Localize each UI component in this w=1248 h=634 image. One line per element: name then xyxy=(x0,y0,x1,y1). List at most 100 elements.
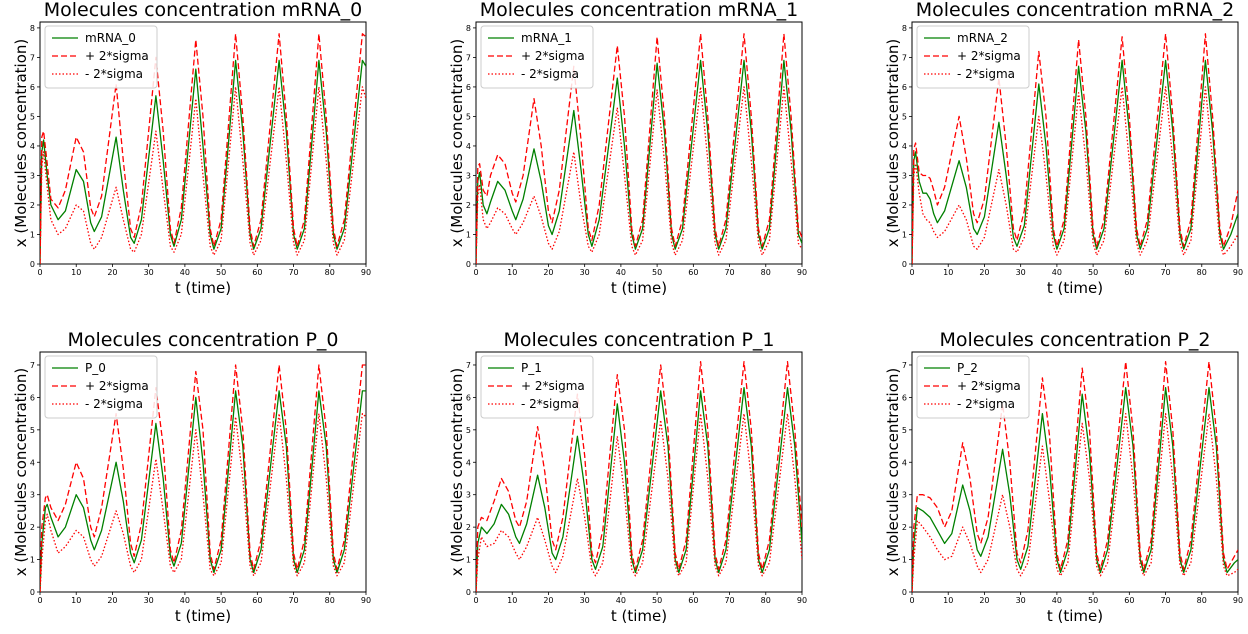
chart-panel: 0 10 20 30 40 50 60 70 80 90 0 1 2 3 4 5 6 7 Molecules con… xyxy=(448,329,807,625)
x-tick-label: 20 xyxy=(107,268,117,277)
y-tick-label: 7 xyxy=(466,361,471,370)
legend-label: mRNA_0 xyxy=(85,31,136,45)
series-line xyxy=(476,59,802,264)
x-axis-label: t (time) xyxy=(1047,279,1103,297)
y-tick-label: 6 xyxy=(466,83,471,92)
x-tick-label: 20 xyxy=(979,596,989,605)
legend-label: - 2*sigma xyxy=(521,397,579,411)
legend-label: + 2*sigma xyxy=(85,49,149,63)
x-axis-label: t (time) xyxy=(611,279,667,297)
legend-box xyxy=(916,355,1030,419)
y-tick-label: 1 xyxy=(466,230,471,239)
legend-label: - 2*sigma xyxy=(521,67,579,81)
legend-box xyxy=(480,25,594,89)
y-tick-label: 6 xyxy=(466,393,471,402)
y-tick-label: 2 xyxy=(902,523,907,532)
x-tick-label: 40 xyxy=(180,268,190,277)
x-tick-label: 80 xyxy=(1197,268,1207,277)
y-tick-label: 5 xyxy=(902,426,907,435)
legend-label: + 2*sigma xyxy=(521,379,585,393)
x-tick-label: 20 xyxy=(543,596,553,605)
x-tick-label: 0 xyxy=(37,268,42,277)
y-tick-label: 3 xyxy=(466,491,471,500)
y-tick-label: 1 xyxy=(902,556,907,565)
x-tick-label: 50 xyxy=(652,268,662,277)
y-tick-label: 2 xyxy=(466,523,471,532)
legend-label: + 2*sigma xyxy=(957,379,1021,393)
legend-label: + 2*sigma xyxy=(85,379,149,393)
legend-label: P_1 xyxy=(521,361,542,375)
series-line xyxy=(40,59,366,264)
x-tick-label: 80 xyxy=(325,596,335,605)
y-tick-label: 8 xyxy=(30,24,35,33)
x-tick-label: 0 xyxy=(473,596,478,605)
x-tick-label: 60 xyxy=(252,596,262,605)
y-tick-label: 6 xyxy=(30,393,35,402)
x-tick-label: 20 xyxy=(107,596,117,605)
series-line xyxy=(476,86,802,264)
series-line xyxy=(912,361,1238,592)
chart-title: Molecules concentration P_2 xyxy=(939,329,1210,351)
legend-box xyxy=(916,25,1030,89)
x-tick-label: 10 xyxy=(507,596,517,605)
y-tick-label: 3 xyxy=(902,491,907,500)
x-tick-label: 0 xyxy=(37,596,42,605)
chart-title: Molecules concentration mRNA_1 xyxy=(480,0,799,21)
legend-label: mRNA_1 xyxy=(521,31,572,45)
x-tick-label: 70 xyxy=(1160,596,1170,605)
y-tick-label: 4 xyxy=(466,142,471,151)
y-tick-label: 0 xyxy=(466,260,471,269)
x-tick-label: 90 xyxy=(1233,268,1243,277)
x-axis-label: t (time) xyxy=(1047,607,1103,625)
legend-label: P_2 xyxy=(957,361,978,375)
x-tick-label: 10 xyxy=(943,268,953,277)
legend-box xyxy=(44,355,158,419)
y-tick-label: 5 xyxy=(902,112,907,121)
legend-box xyxy=(480,355,594,419)
series-line xyxy=(912,86,1238,264)
series-line xyxy=(476,412,802,592)
x-tick-label: 70 xyxy=(1160,268,1170,277)
y-tick-label: 6 xyxy=(30,83,35,92)
x-tick-label: 80 xyxy=(325,268,335,277)
legend-label: + 2*sigma xyxy=(521,49,585,63)
y-axis-label: x (Molecules concentration) xyxy=(448,39,466,247)
legend-label: - 2*sigma xyxy=(85,67,143,81)
x-tick-label: 30 xyxy=(580,268,590,277)
series-line xyxy=(912,33,1238,264)
y-tick-label: 4 xyxy=(30,142,35,151)
x-tick-label: 60 xyxy=(1124,596,1134,605)
y-tick-label: 7 xyxy=(902,53,907,62)
y-tick-label: 0 xyxy=(30,260,35,269)
chart-panel: 0 10 20 30 40 50 60 70 80 90 0 1 2 3 4 5 6 7 Molecules con… xyxy=(884,329,1243,625)
chart-title: Molecules concentration mRNA_0 xyxy=(44,0,363,21)
x-tick-label: 30 xyxy=(1016,268,1026,277)
series-line xyxy=(912,387,1238,592)
x-tick-label: 0 xyxy=(473,268,478,277)
x-tick-label: 30 xyxy=(580,596,590,605)
chart-title: Molecules concentration P_0 xyxy=(67,329,338,351)
y-tick-label: 5 xyxy=(466,426,471,435)
x-tick-label: 30 xyxy=(1016,596,1026,605)
series-line xyxy=(912,59,1238,264)
x-tick-label: 90 xyxy=(361,596,371,605)
y-tick-label: 0 xyxy=(902,260,907,269)
series-line xyxy=(476,33,802,264)
series-group xyxy=(476,33,802,264)
y-axis-label: x (Molecules concentration) xyxy=(448,368,466,576)
y-tick-label: 5 xyxy=(30,426,35,435)
legend-box xyxy=(44,25,158,89)
y-tick-label: 5 xyxy=(30,112,35,121)
chart-title: Molecules concentration P_1 xyxy=(503,329,774,351)
series-line xyxy=(476,361,802,592)
x-tick-label: 10 xyxy=(71,596,81,605)
y-tick-label: 6 xyxy=(902,393,907,402)
y-tick-label: 0 xyxy=(902,588,907,597)
x-tick-label: 60 xyxy=(252,268,262,277)
x-tick-label: 10 xyxy=(507,268,517,277)
y-tick-label: 3 xyxy=(902,171,907,180)
x-tick-label: 50 xyxy=(652,596,662,605)
y-tick-label: 4 xyxy=(466,458,471,467)
y-tick-label: 7 xyxy=(30,53,35,62)
